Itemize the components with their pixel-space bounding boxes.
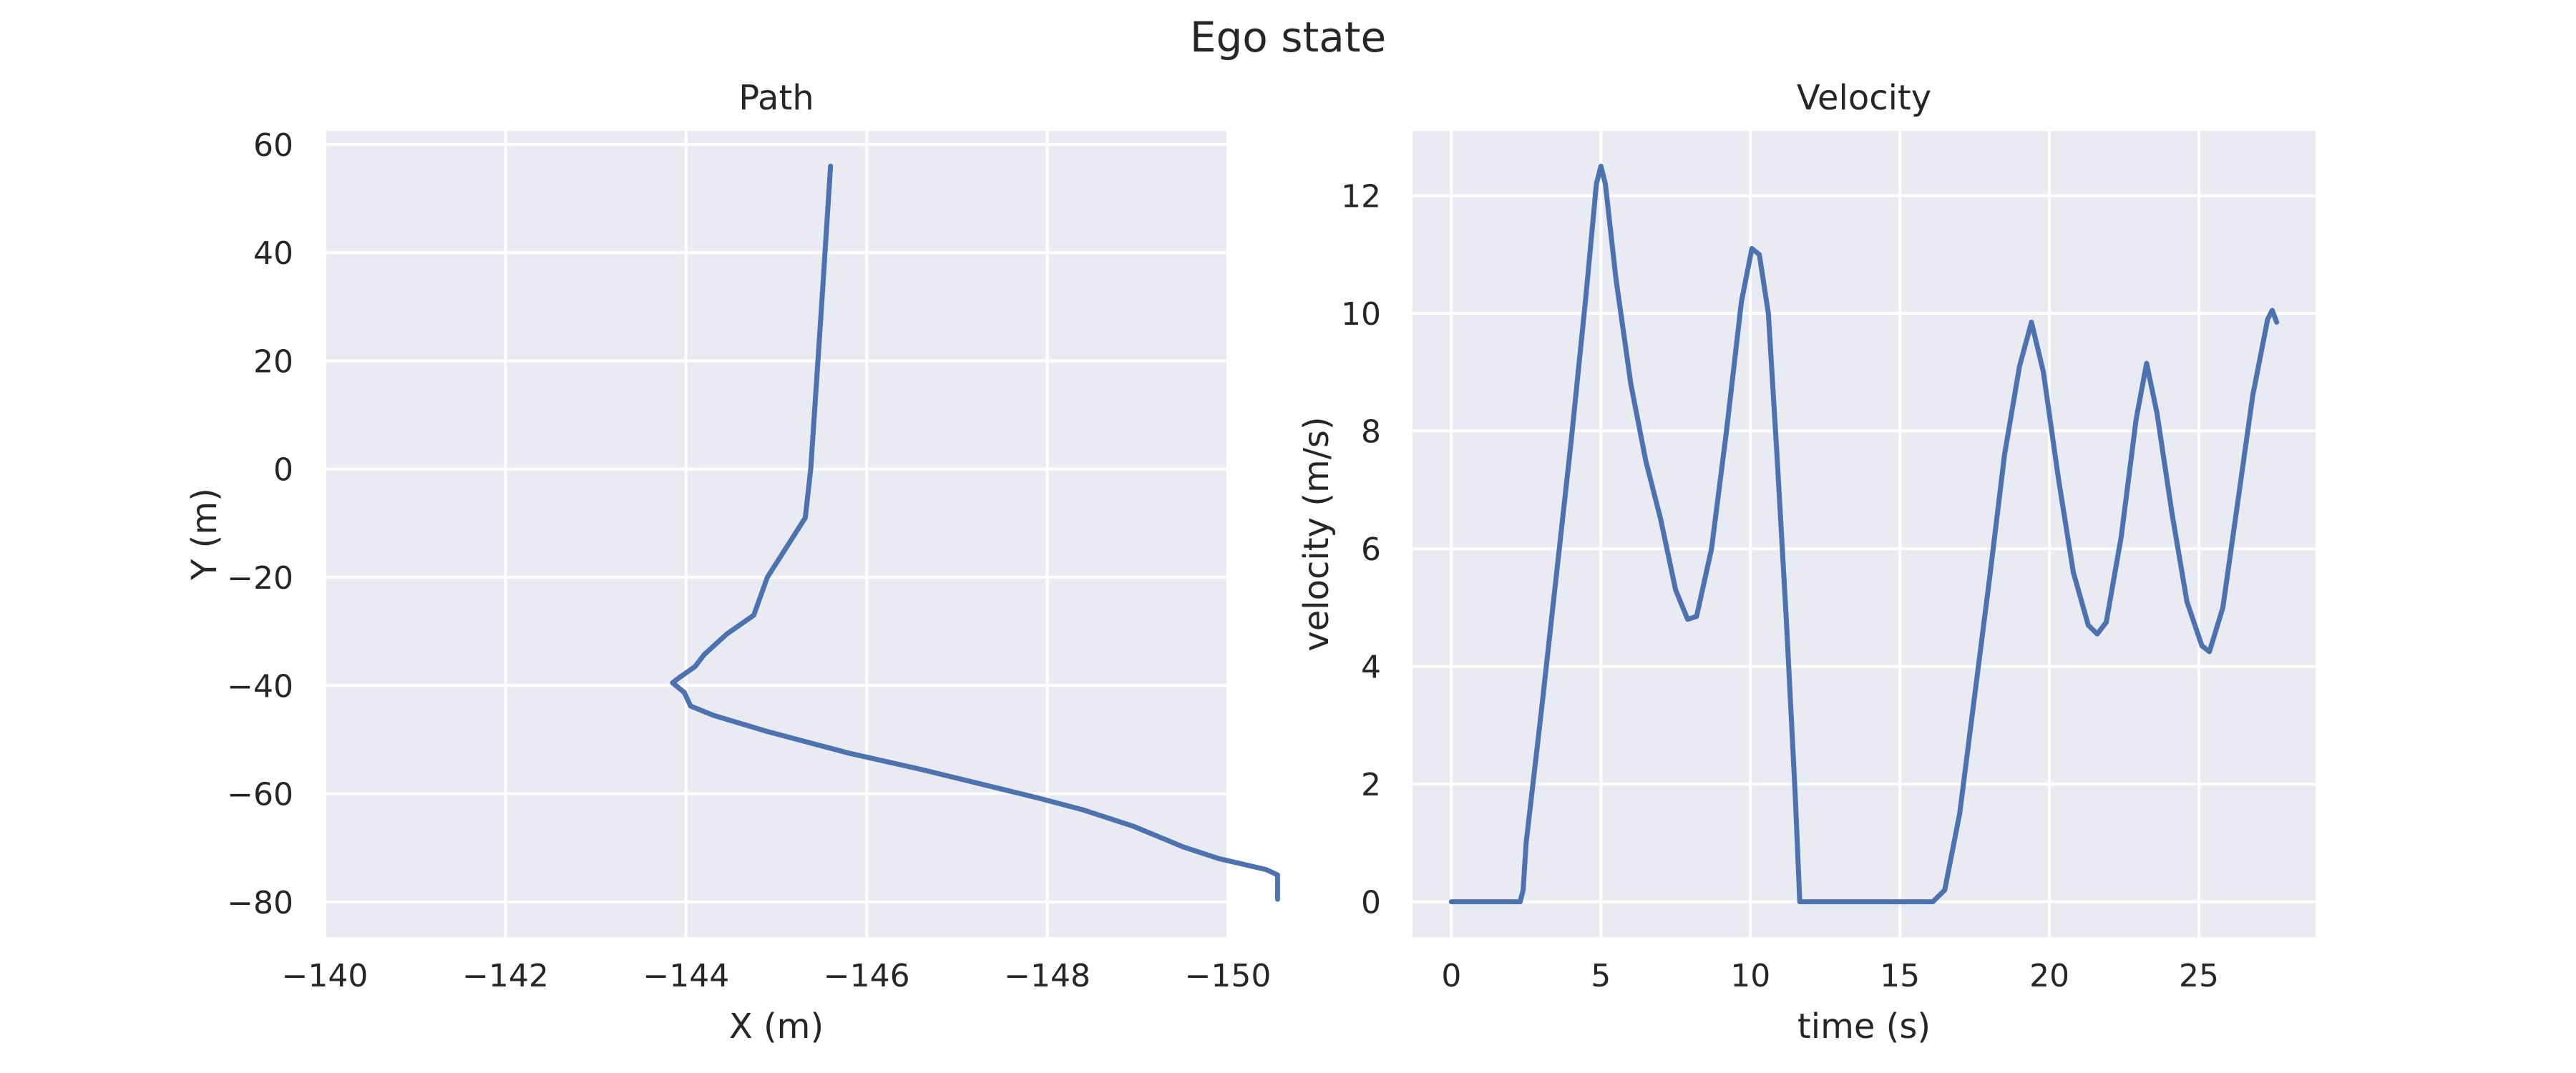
path-y-tick-labels: −80 −60 −40 −20 0 20 40 60 <box>227 127 293 921</box>
velocity-y-tick-labels: 0 2 4 6 8 10 12 <box>1341 178 1381 921</box>
path-y-tick-label: 20 <box>253 343 293 380</box>
path-y-tick-label: 40 <box>253 235 293 272</box>
path-x-tick-labels: −140 −142 −144 −146 −148 −150 <box>282 958 1272 994</box>
velocity-y-tick-label: 4 <box>1361 650 1381 686</box>
path-x-grid <box>323 131 1229 937</box>
path-x-tick-label: −148 <box>1004 958 1091 994</box>
velocity-x-tick-label: 5 <box>1591 958 1611 994</box>
figure-title: Ego state <box>1190 13 1386 62</box>
velocity-x-tick-label: 20 <box>2029 958 2069 994</box>
velocity-y-tick-label: 6 <box>1361 531 1381 568</box>
path-y-tick-label: −60 <box>227 777 293 813</box>
path-x-tick-label: −146 <box>824 958 910 994</box>
velocity-x-tick-labels: 0 5 10 15 20 25 <box>1441 958 2219 994</box>
path-y-grid <box>325 142 1228 903</box>
path-subplot: −140 −142 −144 −146 −148 −150 −80 −60 −40 −20 0 20… <box>185 78 1280 1047</box>
velocity-series-group <box>1448 163 2280 905</box>
velocity-y-tick-label: 8 <box>1361 414 1381 451</box>
velocity-x-tick-label: 0 <box>1441 958 1461 994</box>
path-series-group <box>670 163 1280 902</box>
path-x-tick-label: −142 <box>462 958 549 994</box>
path-y-tick-label: −40 <box>227 668 293 705</box>
path-x-tick-label: −150 <box>1185 958 1272 994</box>
path-x-tick-label: −140 <box>282 958 369 994</box>
velocity-y-axis-label: velocity (m/s) <box>1297 416 1337 651</box>
path-x-axis-label: X (m) <box>729 1006 824 1047</box>
velocity-series-line <box>1448 163 2280 905</box>
path-y-tick-label: −80 <box>227 885 293 921</box>
path-y-tick-label: −20 <box>227 560 293 597</box>
velocity-x-axis-label: time (s) <box>1797 1006 1931 1047</box>
velocity-y-tick-label: 10 <box>1341 296 1381 333</box>
velocity-plot-area <box>1413 131 2316 937</box>
path-y-tick-label: 60 <box>253 127 293 164</box>
path-title: Path <box>738 78 814 118</box>
path-series-line <box>670 163 1280 902</box>
velocity-y-tick-label: 0 <box>1361 885 1381 921</box>
path-y-axis-label: Y (m) <box>185 488 225 581</box>
velocity-x-tick-label: 10 <box>1730 958 1770 994</box>
velocity-title: Velocity <box>1797 78 1931 118</box>
velocity-y-tick-label: 12 <box>1341 178 1381 215</box>
velocity-subplot: 0 5 10 15 20 25 0 2 4 6 8 10 12 Velocity time (s) v… <box>1297 78 2316 1047</box>
path-plot-area <box>325 131 1228 937</box>
path-y-tick-label: 0 <box>273 452 293 489</box>
velocity-x-tick-label: 15 <box>1880 958 1920 994</box>
path-x-tick-label: −144 <box>643 958 729 994</box>
velocity-y-tick-label: 2 <box>1361 767 1381 803</box>
velocity-x-tick-label: 25 <box>2179 958 2219 994</box>
